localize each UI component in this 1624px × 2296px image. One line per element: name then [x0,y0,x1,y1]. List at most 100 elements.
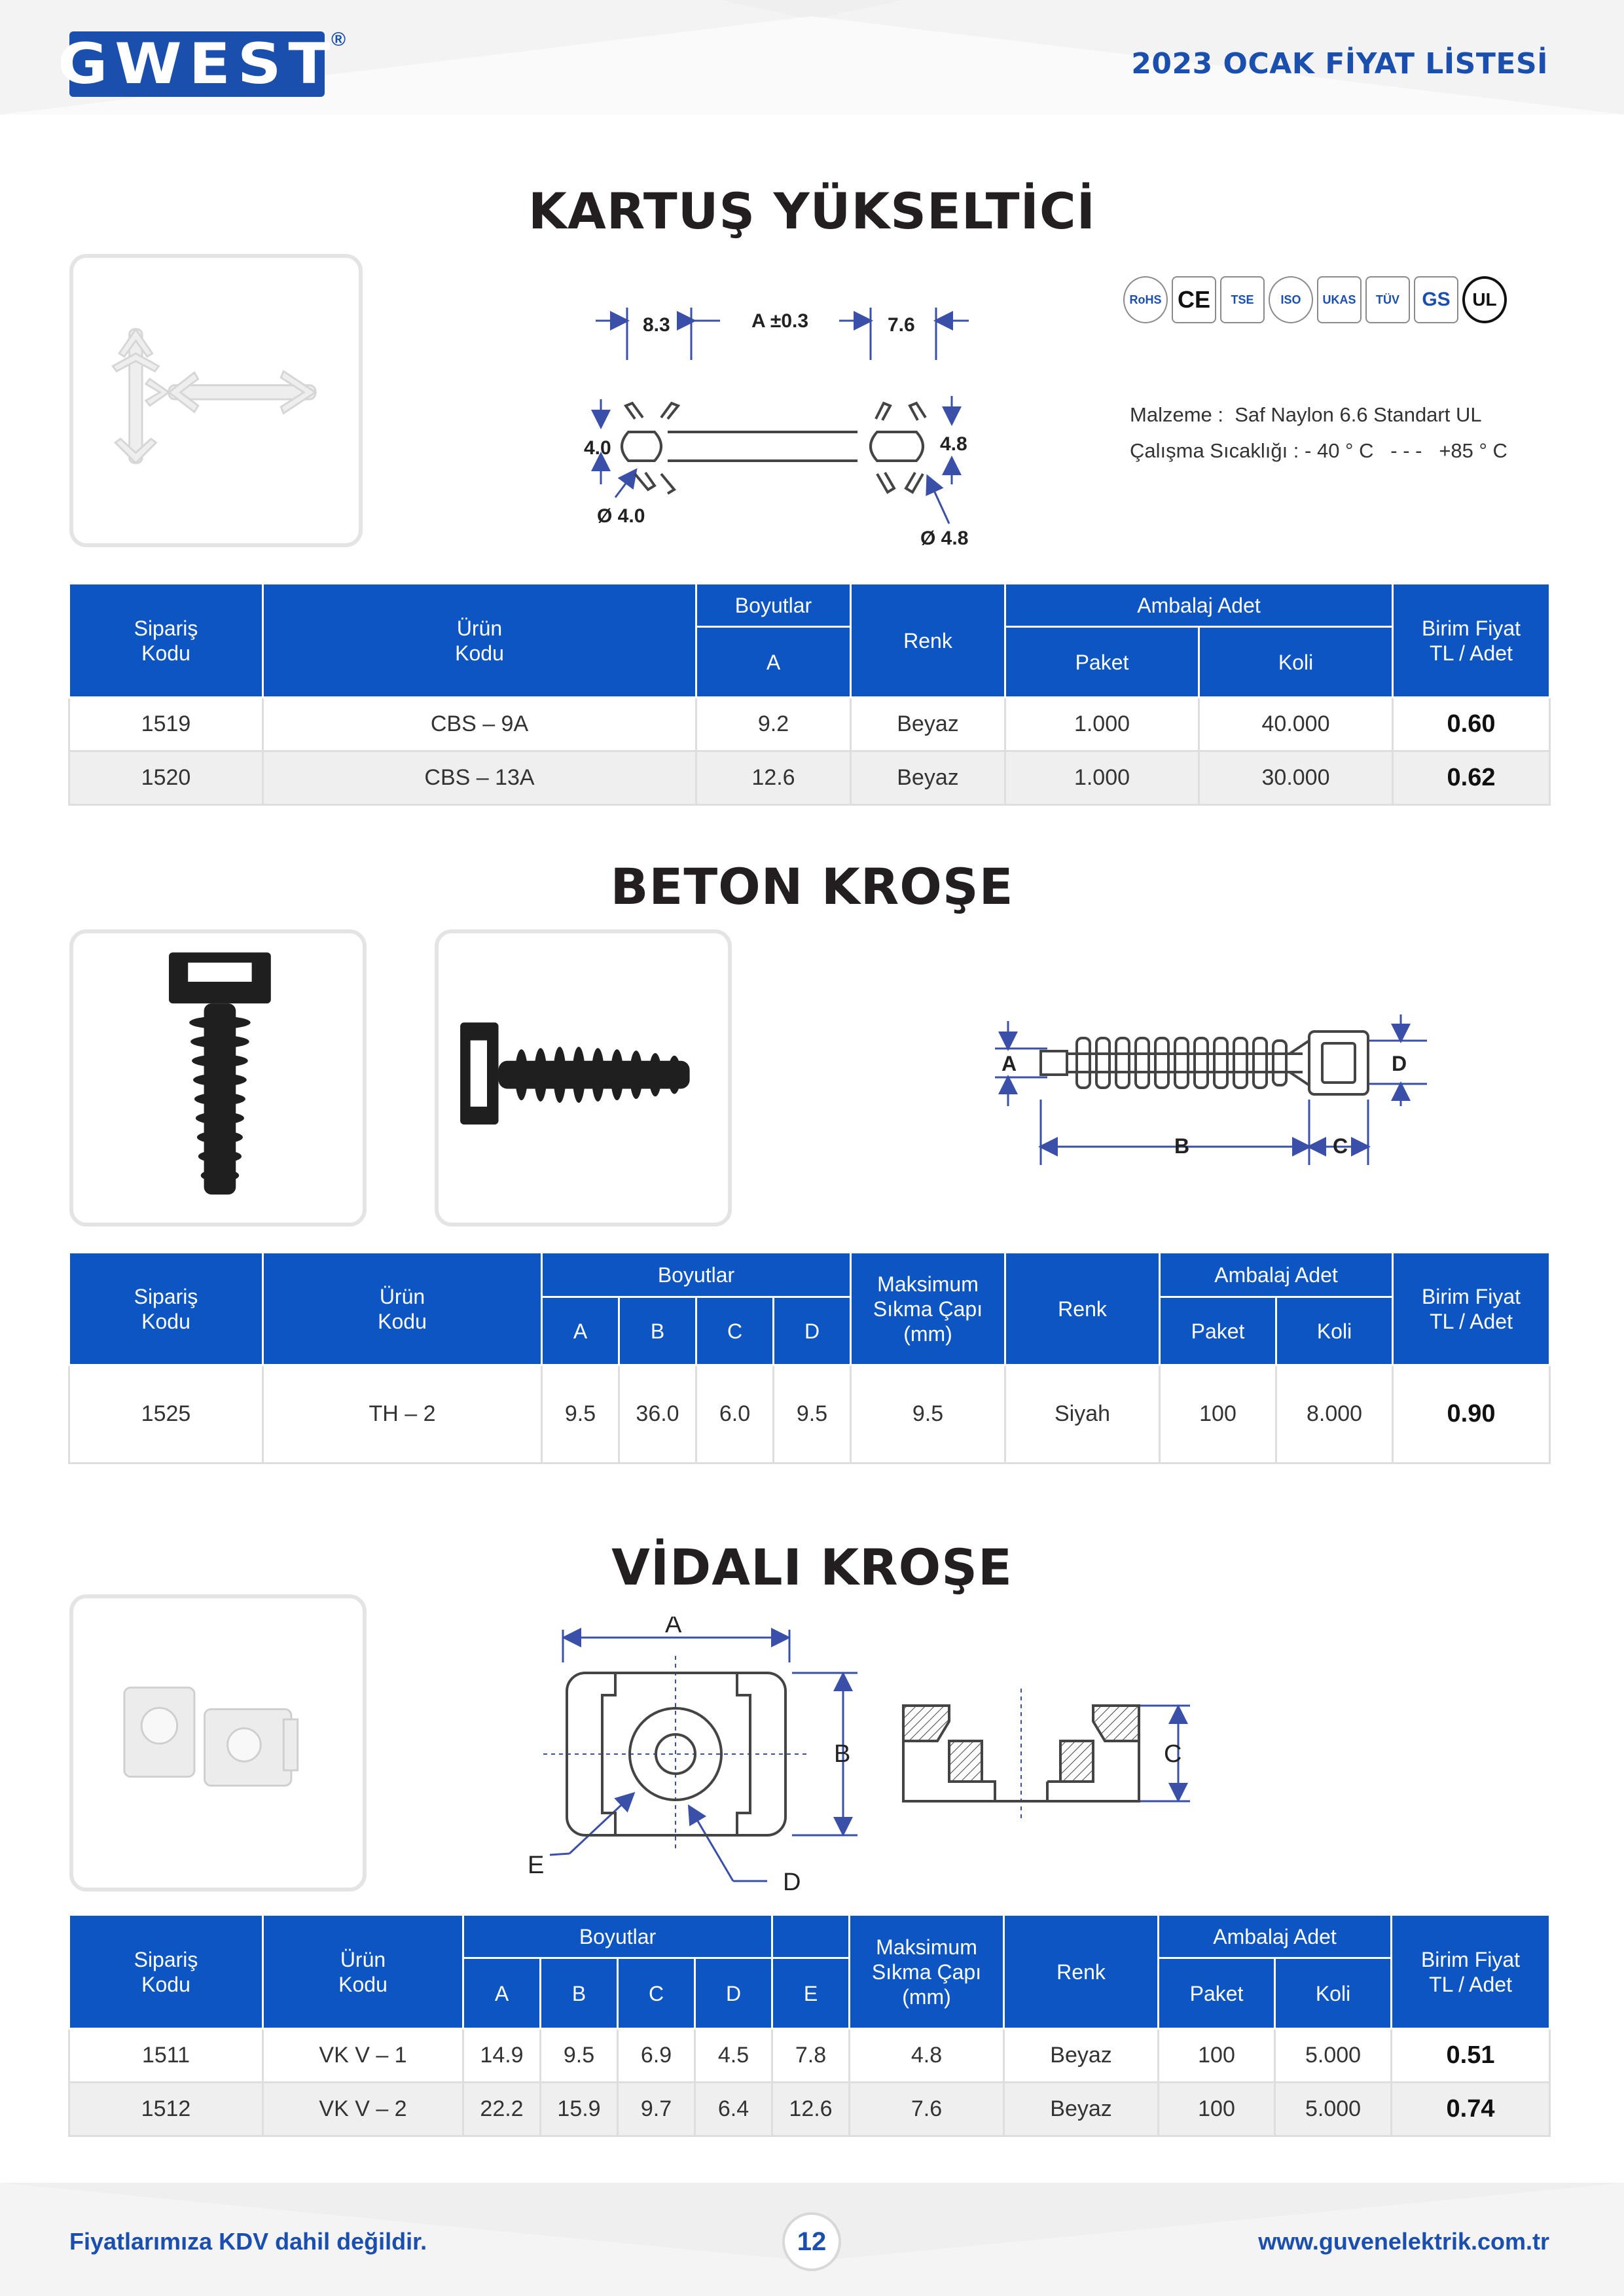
th-product-code: Ürün Kodu [262,1251,543,1366]
th-max-dia: Maksimum Sıkma Çapı (mm) [850,1251,1007,1366]
kartus-technical-drawing: 8.3 A ±0.3 7.6 4.0 4.8 Ø 4.0 Ø 4.8 [584,308,969,549]
cell-paket: 100 [1159,1364,1278,1464]
vidali-price-table: Sipariş Kodu Ürün Kodu Boyutlar Maksimum… [68,1914,1551,2137]
cell-a: 9.5 [541,1364,620,1464]
th-dimensions: Boyutlar [540,1251,852,1298]
cell-color: Beyaz [850,696,1006,752]
cell-koli: 8.000 [1275,1364,1394,1464]
cell-b: 36.0 [618,1364,697,1464]
cell-paket: 1.000 [1004,696,1200,752]
th-dimensions-extra [771,1914,851,1959]
cell-b: 9.5 [539,2028,619,2083]
th-unit-price: Birim Fiyat TL / Adet [1390,1914,1551,2030]
cell-product: TH – 2 [262,1364,543,1464]
header-band [0,0,1624,115]
cell-price: 0.74 [1390,2081,1551,2137]
dim-label-d: D [1392,1052,1407,1075]
dim-label-a: A [1001,1052,1017,1075]
cell-paket: 100 [1157,2028,1276,2083]
cell-paket: 1.000 [1004,750,1200,806]
th-box: Koli [1274,1957,1393,2030]
th-max-dia: Maksimum Sıkma Çapı (mm) [848,1914,1005,2030]
website-link[interactable]: www.guvenelektrik.com.tr [1258,2228,1549,2255]
material-spec: Malzeme : Saf Naylon 6.6 Standart UL [1130,403,1482,426]
cell-d: 6.4 [693,2081,774,2137]
cell-max: 4.8 [848,2028,1005,2083]
dim-label-e: E [528,1852,544,1879]
th-dim-c: C [617,1957,696,2030]
registered-mark: ® [331,29,346,50]
gwest-logo: GWEST [58,31,329,97]
cell-color: Beyaz [1003,2028,1160,2083]
th-color: Renk [1003,1914,1160,2030]
cell-order: 1511 [68,2028,264,2083]
beton-technical-drawing: A B C D [995,1014,1427,1165]
cell-koli: 5.000 [1274,2028,1393,2083]
cell-price: 0.51 [1390,2028,1551,2083]
cell-order: 1512 [68,2081,264,2137]
cell-price: 0.90 [1392,1364,1551,1464]
ce-icon: CE [1172,276,1216,323]
beton-price-table: Sipariş Kodu Ürün Kodu Boyutlar Maksimum… [68,1251,1551,1464]
dim-label-b: B [1174,1134,1189,1158]
cell-color: Siyah [1004,1364,1161,1464]
kartus-price-table: Sipariş Kodu Ürün Kodu Boyutlar Renk Amb… [68,583,1551,806]
footer-decoration [0,2183,1624,2296]
dim-label-a: A [665,1617,682,1638]
th-dimensions: Boyutlar [695,583,852,628]
cell-order: 1525 [68,1364,264,1464]
product-photo-beton-vertical [69,929,367,1227]
table-row: 1520 CBS – 13A 12.6 Beyaz 1.000 30.000 0… [68,750,1551,806]
vidali-photo-image [123,1686,299,1787]
product-photo-kartus [69,254,363,547]
temperature-spec: Çalışma Sıcaklığı : - 40 ° C - - - +85 °… [1130,439,1507,462]
cell-max: 7.6 [848,2081,1005,2137]
cell-product: VK V – 2 [262,2081,464,2137]
product-specs: Malzeme : Saf Naylon 6.6 Standart UL Çal… [1130,397,1507,469]
cell-koli: 40.000 [1198,696,1394,752]
cell-d: 4.5 [693,2028,774,2083]
dim-label-4-8: 4.8 [940,433,967,455]
th-order-code: Sipariş Kodu [68,583,264,698]
beton-photo-vertical-image [169,952,271,1195]
cell-d: 9.5 [772,1364,852,1464]
cell-price: 0.62 [1392,750,1551,806]
cell-b: 15.9 [539,2081,619,2137]
beton-photo-horizontal-image [460,1022,690,1125]
th-unit-price: Birim Fiyat TL / Adet [1392,1251,1551,1366]
cell-koli: 30.000 [1198,750,1394,806]
th-package: Paket [1159,1296,1278,1366]
cell-a: 12.6 [695,750,852,806]
th-product-code: Ürün Kodu [262,583,697,698]
product-photo-vidali [69,1594,367,1892]
th-dim-b: B [618,1296,697,1366]
cell-c: 9.7 [617,2081,696,2137]
dim-label-d: D [783,1869,801,1896]
th-color: Renk [850,583,1006,698]
vidali-technical-drawing: A B C D E [528,1617,1190,1896]
tse-icon: TSE [1220,276,1265,323]
dim-label-a: A ±0.3 [751,310,808,332]
th-dimensions: Boyutlar [461,1914,774,1959]
dim-label-8-3: 8.3 [643,314,670,336]
cell-e: 7.8 [771,2028,851,2083]
cell-product: VK V – 1 [262,2028,464,2083]
th-packaging: Ambalaj Adet [1004,583,1394,628]
th-product-code: Ürün Kodu [262,1914,464,2030]
th-dim-b: B [539,1957,619,2030]
header-decoration [0,0,1624,115]
th-box: Koli [1275,1296,1394,1366]
th-dim-c: C [695,1296,774,1366]
cell-a: 14.9 [462,2028,541,2083]
th-dim-a: A [462,1957,541,2030]
th-dim-a: A [695,626,852,698]
th-unit-price: Birim Fiyat TL / Adet [1392,583,1551,698]
table-row: 1525 TH – 2 9.5 36.0 6.0 9.5 9.5 Siyah 1… [68,1364,1551,1464]
iso-icon: ISO [1269,276,1313,323]
cell-paket: 100 [1157,2081,1276,2137]
th-package: Paket [1157,1957,1276,2030]
th-order-code: Sipariş Kodu [68,1914,264,2030]
cell-c: 6.9 [617,2028,696,2083]
th-packaging: Ambalaj Adet [1157,1914,1393,1959]
dim-label-7-6: 7.6 [888,314,915,336]
